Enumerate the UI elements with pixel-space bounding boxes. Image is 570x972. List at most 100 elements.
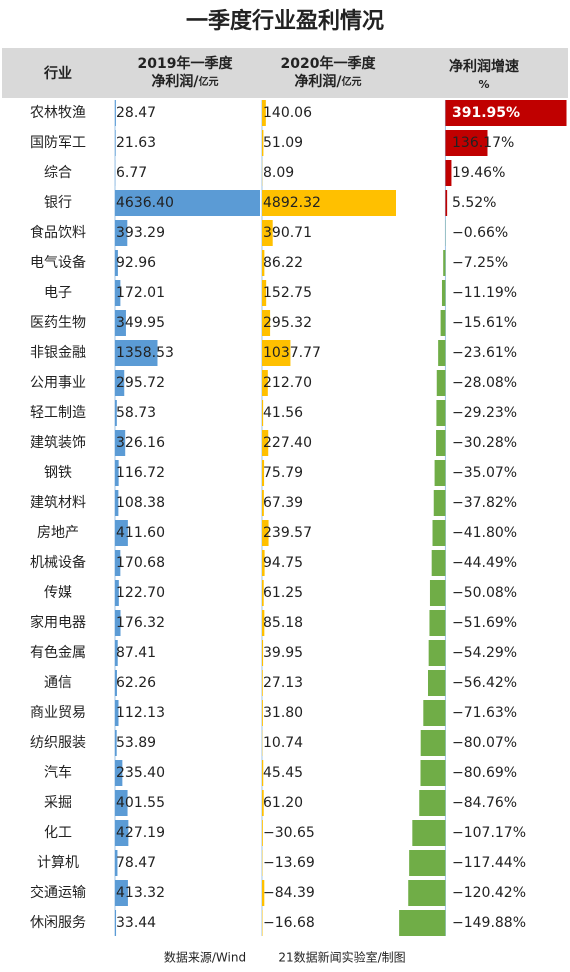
value-label: 227.40 — [263, 435, 312, 451]
value-label: 152.75 — [263, 285, 312, 301]
category-label: 交通运输 — [30, 884, 86, 901]
bar — [409, 850, 445, 876]
value-label: 31.80 — [263, 705, 303, 721]
value-label: −16.68 — [263, 915, 315, 931]
value-label: −51.69% — [452, 615, 517, 631]
column-header: 净利润增速 — [449, 58, 519, 75]
value-label: −15.61% — [452, 315, 517, 331]
value-label: 27.13 — [263, 675, 303, 691]
value-label: 92.96 — [116, 255, 156, 271]
chart-title: 一季度行业盈利情况 — [186, 8, 384, 34]
bar — [433, 520, 446, 546]
category-label: 建筑材料 — [30, 495, 86, 511]
category-label: 房地产 — [37, 525, 79, 541]
value-label: 5.52% — [452, 195, 496, 211]
value-label: −0.66% — [452, 225, 508, 241]
value-label: −29.23% — [452, 405, 517, 421]
category-label: 通信 — [44, 675, 72, 691]
value-label: 413.32 — [116, 885, 165, 901]
bar — [432, 550, 446, 576]
category-label: 轻工制造 — [30, 405, 86, 421]
category-label: 综合 — [44, 165, 72, 181]
value-label: −54.29% — [452, 645, 517, 661]
bar — [434, 490, 446, 516]
value-label: −107.17% — [452, 825, 526, 841]
value-label: 53.89 — [116, 735, 156, 751]
category-label: 国防军工 — [30, 135, 86, 151]
value-label: 41.56 — [263, 405, 303, 421]
value-label: 94.75 — [263, 555, 303, 571]
value-label: 390.71 — [263, 225, 312, 241]
value-label: 122.70 — [116, 585, 165, 601]
bar — [436, 430, 445, 456]
column-header: 2020年一季度 — [281, 55, 377, 72]
value-label: 85.18 — [263, 615, 303, 631]
value-label: 6.77 — [116, 165, 147, 181]
value-label: 212.70 — [263, 375, 312, 391]
value-label: 8.09 — [263, 165, 294, 181]
column-header: 2019年一季度 — [138, 55, 234, 72]
value-label: 33.44 — [116, 915, 156, 931]
bar — [436, 400, 445, 426]
bar — [438, 340, 445, 366]
value-label: −30.65 — [263, 825, 315, 841]
category-label: 传媒 — [44, 585, 72, 601]
value-label: 235.40 — [116, 765, 165, 781]
header-unit: 亿元 — [199, 75, 219, 88]
bar — [435, 460, 446, 486]
value-label: 78.47 — [116, 855, 156, 871]
value-label: 1358.53 — [116, 345, 174, 361]
value-label: 62.26 — [116, 675, 156, 691]
category-label: 休闲服务 — [30, 915, 86, 931]
value-label: 239.57 — [263, 525, 312, 541]
footer-credit: 21数据新闻实验室/制图 — [278, 950, 405, 965]
bar — [399, 910, 445, 936]
value-label: 401.55 — [116, 795, 165, 811]
value-label: −80.69% — [452, 765, 517, 781]
category-label: 农林牧渔 — [30, 105, 86, 121]
category-label: 机械设备 — [30, 554, 86, 571]
value-label: 61.25 — [263, 585, 303, 601]
value-label: −30.28% — [452, 435, 517, 451]
bar — [421, 730, 446, 756]
bar — [445, 190, 447, 216]
value-label: −44.49% — [452, 555, 517, 571]
value-label: 1037.77 — [263, 345, 321, 361]
category-label: 食品饮料 — [30, 224, 86, 241]
value-label: 39.95 — [263, 645, 303, 661]
bar — [445, 160, 451, 186]
value-label: −41.80% — [452, 525, 517, 541]
category-label: 建筑装饰 — [30, 435, 86, 451]
value-label: 61.20 — [263, 795, 303, 811]
value-label: −37.82% — [452, 495, 517, 511]
value-label: 427.19 — [116, 825, 165, 841]
value-label: 176.32 — [116, 615, 165, 631]
value-label: 295.32 — [263, 315, 312, 331]
category-label: 有色金属 — [30, 644, 86, 661]
value-label: −84.76% — [452, 795, 517, 811]
value-label: 108.38 — [116, 495, 165, 511]
value-label: −117.44% — [452, 855, 526, 871]
value-label: −80.07% — [452, 735, 517, 751]
bar — [429, 640, 446, 666]
value-label: −84.39 — [263, 885, 315, 901]
value-label: 172.01 — [116, 285, 165, 301]
value-label: 136.17% — [452, 135, 514, 151]
category-label: 电气设备 — [30, 254, 86, 271]
bar — [429, 610, 445, 636]
value-label: −149.88% — [452, 915, 526, 931]
value-label: 67.39 — [263, 495, 303, 511]
value-label: 45.45 — [263, 765, 303, 781]
bar — [428, 670, 445, 696]
header-part: 净利润/ — [151, 73, 199, 90]
category-label: 纺织服装 — [30, 735, 86, 751]
value-label: −7.25% — [452, 255, 508, 271]
value-label: −11.19% — [452, 285, 517, 301]
bar — [412, 820, 445, 846]
value-label: 28.47 — [116, 105, 156, 121]
category-label: 钢铁 — [44, 465, 72, 481]
value-label: −71.63% — [452, 705, 517, 721]
category-header: 行业 — [43, 65, 72, 82]
